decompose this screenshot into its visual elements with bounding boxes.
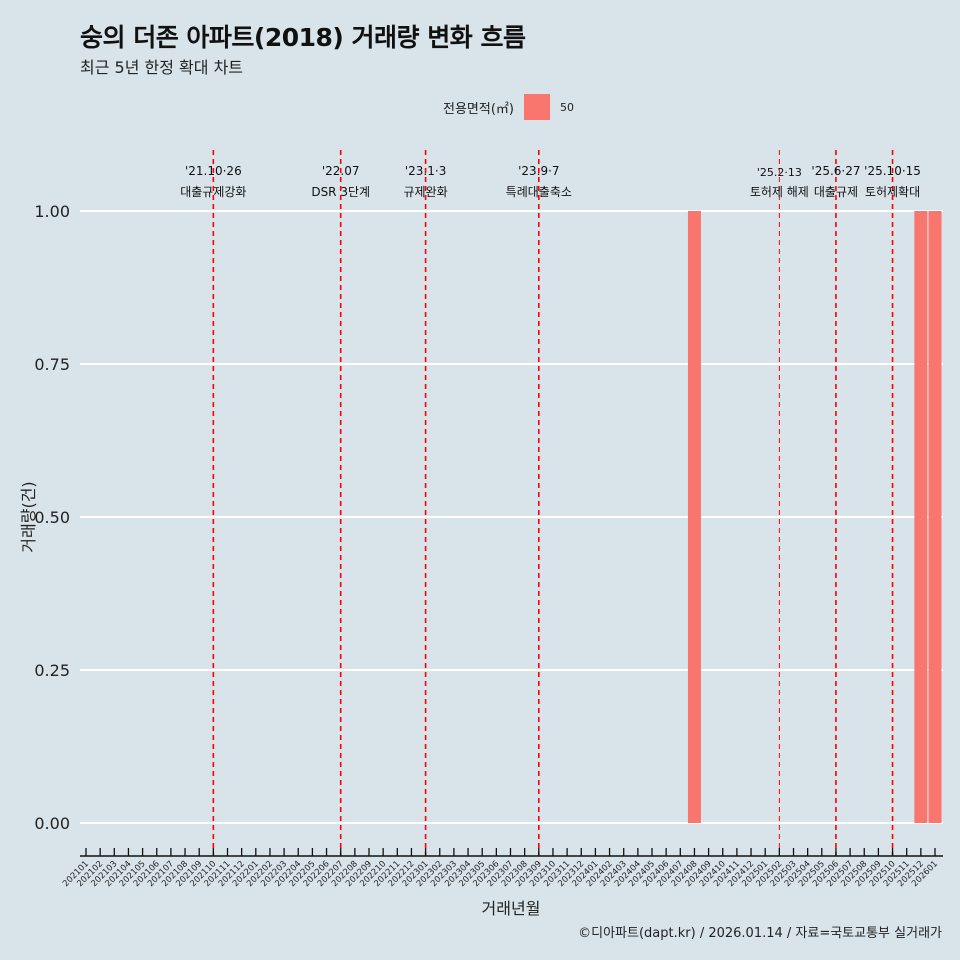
event-date: '21.10·26 (185, 164, 242, 178)
event-label: 규제완화 (404, 185, 448, 199)
event-label: 대출규제 (814, 185, 858, 199)
event-date: '23.9·7 (518, 164, 559, 178)
bar (928, 211, 942, 823)
caption: ©디아파트(dapt.kr) / 2026.01.14 / 자료=국토교통부 실… (578, 926, 942, 941)
legend-title: 전용면적(㎡) (443, 101, 514, 117)
event-date: '25.6·27 (811, 164, 860, 178)
event-date: '25.10·15 (864, 164, 921, 178)
x-axis-title: 거래년월 (482, 899, 541, 918)
event-date: '23.1·3 (405, 164, 446, 178)
y-tick-label: 0.50 (34, 508, 70, 527)
chart-title: 숭의 더존 아파트(2018) 거래량 변화 흐름 (80, 23, 526, 52)
event-label: 대출규제강화 (180, 185, 246, 199)
bar (687, 211, 701, 823)
chart-subtitle: 최근 5년 한정 확대 차트 (80, 58, 244, 77)
y-tick-label: 0.25 (34, 661, 70, 680)
event-label: 토허제확대 (865, 185, 920, 199)
legend: 전용면적(㎡) 50 (443, 94, 574, 120)
event-label: 토허제 해제 (750, 185, 809, 199)
legend-label: 50 (559, 100, 574, 114)
y-tick-label: 0.00 (34, 814, 70, 833)
legend-key (523, 94, 550, 120)
bar (914, 211, 928, 823)
event-label: DSR 3단계 (311, 185, 370, 199)
event-date: '22.07 (322, 164, 360, 178)
y-axis-title: 거래량(건) (19, 481, 38, 552)
event-label: 특례대출축소 (506, 185, 572, 199)
y-tick-label: 0.75 (34, 355, 70, 374)
y-tick-label: 1.00 (34, 202, 70, 221)
event-date: '25.2·13 (757, 166, 802, 179)
